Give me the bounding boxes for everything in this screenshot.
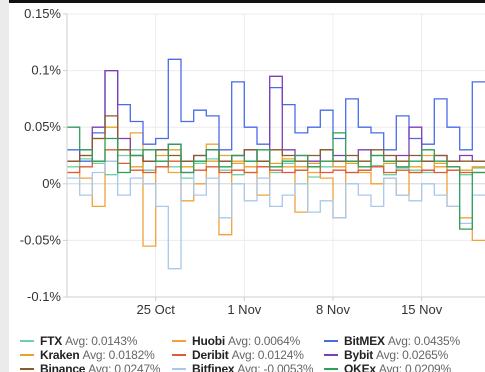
legend-item-bitfinex[interactable]: Bitfinex Avg: -0.0053% — [172, 362, 314, 372]
legend-series-name: Binance — [40, 362, 86, 372]
y-axis-ticks: 0.15% 0.1% 0.05% 0% -0.05% -0.1% — [20, 6, 67, 304]
legend-series-average: Avg: 0.0143% — [65, 334, 138, 348]
legend-swatch — [20, 368, 34, 370]
series-line-bitmex — [67, 58, 485, 162]
legend-swatch — [20, 340, 34, 342]
legend-series-name: OKEx — [344, 362, 376, 372]
legend-series-name: Kraken — [40, 348, 80, 362]
series-line-deribit — [67, 149, 485, 174]
legend-item-deribit[interactable]: Deribit Avg: 0.0124% — [172, 348, 304, 362]
legend-swatch — [172, 354, 186, 356]
legend-swatch — [172, 368, 186, 370]
legend-item-kraken[interactable]: Kraken Avg: 0.0182% — [20, 348, 155, 362]
legend-item-huobi[interactable]: Huobi Avg: 0.0064% — [172, 334, 300, 348]
legend-series-name: Huobi — [192, 334, 225, 348]
y-tick-label: -0.1% — [27, 289, 61, 304]
legend-series-average: Avg: 0.0124% — [231, 348, 304, 362]
legend-item-bybit[interactable]: Bybit Avg: 0.0265% — [324, 348, 448, 362]
legend-series-average: Avg: 0.0435% — [387, 334, 460, 348]
legend-series-name: BitMEX — [344, 334, 385, 348]
legend-series-name: Bitfinex — [192, 362, 235, 372]
legend-item-bitmex[interactable]: BitMEX Avg: 0.0435% — [324, 334, 460, 348]
left-panel-strip — [0, 0, 9, 372]
legend-series-name: Deribit — [192, 348, 229, 362]
chart-legend: FTX Avg: 0.0143% Huobi Avg: 0.0064% BitMEX Av… — [20, 333, 485, 372]
legend-series-average: Avg: -0.0053% — [237, 362, 314, 372]
legend-series-name: Bybit — [344, 348, 374, 362]
x-axis-ticks: 25 Oct 1 Nov 8 Nov 15 Nov — [137, 297, 443, 317]
series-line-ftx — [67, 149, 485, 179]
legend-swatch — [20, 354, 34, 356]
legend-item-binance[interactable]: Binance Avg: 0.0247% — [20, 362, 161, 372]
y-tick-label: 0.05% — [24, 119, 61, 134]
x-tick-label: 1 Nov — [227, 302, 261, 317]
series-line-okex — [67, 126, 485, 230]
legend-item-okex[interactable]: OKEx Avg: 0.0209% — [324, 362, 451, 372]
legend-swatch — [324, 368, 338, 370]
y-tick-label: 0.15% — [24, 6, 61, 21]
y-tick-label: 0.1% — [31, 63, 61, 78]
legend-swatch — [324, 354, 338, 356]
legend-series-name: FTX — [40, 334, 63, 348]
legend-series-average: Avg: 0.0247% — [88, 362, 161, 372]
axes — [66, 14, 485, 298]
legend-series-average: Avg: 0.0265% — [376, 348, 449, 362]
y-tick-label: -0.05% — [20, 232, 62, 247]
legend-series-average: Avg: 0.0064% — [228, 334, 301, 348]
series-line-bitfinex — [67, 160, 485, 270]
legend-swatch — [172, 340, 186, 342]
x-tick-label: 25 Oct — [137, 302, 176, 317]
y-tick-label: 0% — [42, 176, 61, 191]
series-lines — [67, 58, 485, 270]
x-tick-label: 8 Nov — [316, 302, 350, 317]
legend-item-ftx[interactable]: FTX Avg: 0.0143% — [20, 334, 137, 348]
top-border — [0, 0, 485, 3]
legend-series-average: Avg: 0.0209% — [378, 362, 451, 372]
legend-series-average: Avg: 0.0182% — [82, 348, 155, 362]
x-tick-label: 15 Nov — [401, 302, 443, 317]
legend-swatch — [324, 340, 338, 342]
